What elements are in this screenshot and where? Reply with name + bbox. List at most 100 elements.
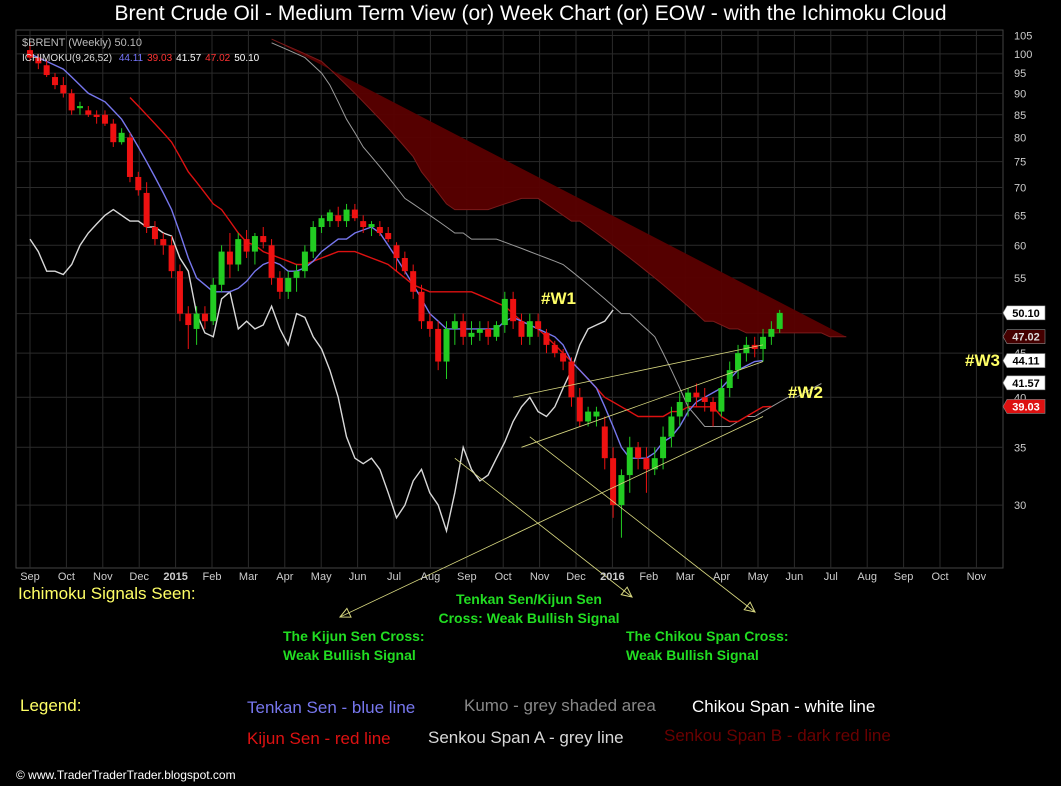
signal-arrow-line	[529, 436, 756, 613]
candle-body	[218, 251, 225, 285]
signal-tk-cross-line2: Cross: Weak Bullish Signal	[438, 610, 620, 626]
candle	[326, 209, 333, 228]
candle	[660, 426, 667, 470]
candle-body	[685, 392, 692, 402]
candle	[593, 406, 600, 427]
candle-body	[526, 321, 533, 337]
candle	[176, 264, 183, 322]
candle	[110, 119, 117, 147]
candle	[768, 321, 775, 345]
candle-body	[126, 137, 133, 177]
candle-body	[118, 132, 125, 143]
candle-body	[701, 397, 708, 402]
y-axis: 1051009590858075706560555045403530	[1014, 31, 1032, 513]
candle	[85, 106, 92, 117]
candle	[643, 447, 650, 493]
candle	[35, 53, 42, 70]
signal-tk-cross: Tenkan Sen/Kijun Sen Cross: Weak Bullish…	[424, 590, 634, 628]
candle-body	[276, 277, 283, 292]
x-tick-label: Jul	[824, 571, 838, 583]
candle	[518, 313, 525, 345]
candle	[143, 182, 150, 234]
price-tag-box	[1002, 399, 1046, 414]
candle-body	[301, 251, 308, 272]
price-tag-text: 50.10	[1012, 308, 1040, 320]
candle-body	[385, 233, 392, 240]
candle-body	[760, 336, 767, 349]
candle-body	[35, 57, 42, 64]
candle	[610, 447, 617, 518]
x-tick-label: Feb	[639, 571, 658, 583]
x-tick-label: Dec	[129, 571, 149, 583]
ichimoku-value: 39.03	[147, 53, 172, 64]
candle	[710, 397, 717, 427]
x-tick-label: Oct	[495, 571, 512, 583]
y-tick-label: 55	[1014, 273, 1026, 285]
candle-body	[176, 271, 183, 314]
candle-body	[135, 176, 142, 191]
candle-body	[635, 447, 642, 459]
candle	[501, 291, 508, 333]
candle	[43, 59, 50, 78]
x-tick-label: May	[748, 571, 769, 583]
candle	[201, 306, 208, 329]
candle	[27, 42, 33, 62]
candle	[493, 321, 500, 341]
signal-kijun-cross-line2: Weak Bullish Signal	[283, 647, 416, 663]
signal-arrow-head	[338, 607, 352, 618]
ichimoku-label: ICHIMOKU(9,26,52)	[22, 53, 112, 64]
candle	[635, 441, 642, 470]
candle-body	[160, 239, 167, 246]
candle-body	[60, 85, 67, 94]
signal-arrow-head	[620, 586, 633, 598]
legend-senkou-a: Senkou Span A - grey line	[428, 728, 624, 747]
candle	[310, 221, 317, 259]
x-tick-label: Apr	[713, 571, 730, 583]
price-tag: 50.10	[1002, 305, 1046, 321]
candle-body	[426, 321, 433, 329]
candle-body	[593, 411, 600, 417]
candle	[543, 328, 550, 354]
candle-body	[643, 458, 650, 470]
candle-body	[718, 388, 725, 412]
candle-body	[651, 458, 658, 470]
price-tag: 44.11	[1002, 353, 1046, 368]
legend-senkou-b: Senkou Span B - dark red line	[664, 726, 891, 745]
candle-body	[351, 209, 358, 219]
candle-body	[268, 245, 275, 278]
y-tick-label: 85	[1014, 110, 1026, 122]
price-tag: 41.57	[1002, 375, 1046, 391]
candle-body	[168, 245, 175, 272]
candle-body	[510, 298, 517, 322]
x-tick-label: Mar	[676, 571, 695, 583]
x-tick-label: Nov	[967, 571, 987, 583]
candle	[335, 206, 342, 228]
candle-body	[310, 227, 317, 252]
y-tick-label: 65	[1014, 210, 1026, 222]
candle-body	[676, 401, 683, 417]
candle-body	[476, 328, 483, 333]
y-tick-label: 30	[1014, 500, 1026, 512]
candle	[360, 215, 367, 234]
candle-body	[235, 239, 242, 265]
x-tick-label: Nov	[530, 571, 550, 583]
candle-body	[393, 245, 400, 259]
signal-chikou-cross: The Chikou Span Cross: Weak Bullish Sign…	[626, 627, 789, 665]
candle	[226, 233, 233, 278]
candle	[251, 233, 258, 265]
candle-body	[501, 298, 508, 326]
x-tick-label: Nov	[93, 571, 113, 583]
candle-body	[535, 321, 542, 329]
candle	[693, 383, 700, 407]
candle	[76, 101, 83, 115]
candle-body	[226, 251, 233, 265]
trend-line	[521, 361, 764, 448]
price-tag-text: 44.11	[1013, 356, 1040, 368]
candle	[393, 242, 400, 272]
signal-guides	[338, 344, 764, 618]
candle-body	[468, 332, 475, 337]
candle	[68, 89, 75, 115]
candle-body	[51, 77, 58, 86]
annotation-w2: #W2	[788, 383, 823, 402]
candle-body	[27, 50, 33, 58]
